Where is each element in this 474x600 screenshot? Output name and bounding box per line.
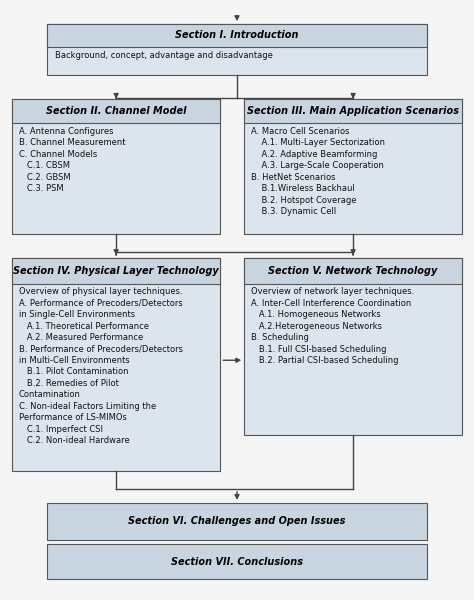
- Text: Section V. Network Technology: Section V. Network Technology: [268, 266, 438, 276]
- FancyBboxPatch shape: [244, 258, 462, 435]
- FancyBboxPatch shape: [12, 99, 220, 124]
- Text: Section VI. Challenges and Open Issues: Section VI. Challenges and Open Issues: [128, 517, 346, 526]
- Text: A. Antenna Configures
B. Channel Measurement
C. Channel Models
   C.1. CBSM
   C: A. Antenna Configures B. Channel Measure…: [19, 127, 126, 193]
- Text: Overview of physical layer techniques.
A. Performance of Precoders/Detectors
in : Overview of physical layer techniques. A…: [19, 287, 183, 445]
- Text: Section VII. Conclusions: Section VII. Conclusions: [171, 557, 303, 566]
- Text: Section IV. Physical Layer Technology: Section IV. Physical Layer Technology: [13, 266, 219, 276]
- Text: Overview of network layer techniques.
A. Inter-Cell Interference Coordination
  : Overview of network layer techniques. A.…: [251, 287, 414, 365]
- FancyBboxPatch shape: [47, 24, 427, 47]
- FancyBboxPatch shape: [244, 258, 462, 284]
- FancyBboxPatch shape: [12, 99, 220, 234]
- FancyBboxPatch shape: [244, 99, 462, 234]
- FancyBboxPatch shape: [47, 24, 427, 75]
- FancyBboxPatch shape: [47, 544, 427, 579]
- Text: A. Macro Cell Scenarios
    A.1. Multi-Layer Sectorization
    A.2. Adaptive Bea: A. Macro Cell Scenarios A.1. Multi-Layer…: [251, 127, 385, 216]
- FancyBboxPatch shape: [12, 258, 220, 284]
- Text: Section II. Channel Model: Section II. Channel Model: [46, 106, 186, 116]
- Text: Section I. Introduction: Section I. Introduction: [175, 31, 299, 40]
- Text: Section III. Main Application Scenarios: Section III. Main Application Scenarios: [247, 106, 459, 116]
- FancyBboxPatch shape: [12, 258, 220, 471]
- FancyBboxPatch shape: [47, 503, 427, 540]
- FancyBboxPatch shape: [244, 99, 462, 124]
- Text: Background, concept, advantage and disadvantage: Background, concept, advantage and disad…: [55, 50, 273, 59]
